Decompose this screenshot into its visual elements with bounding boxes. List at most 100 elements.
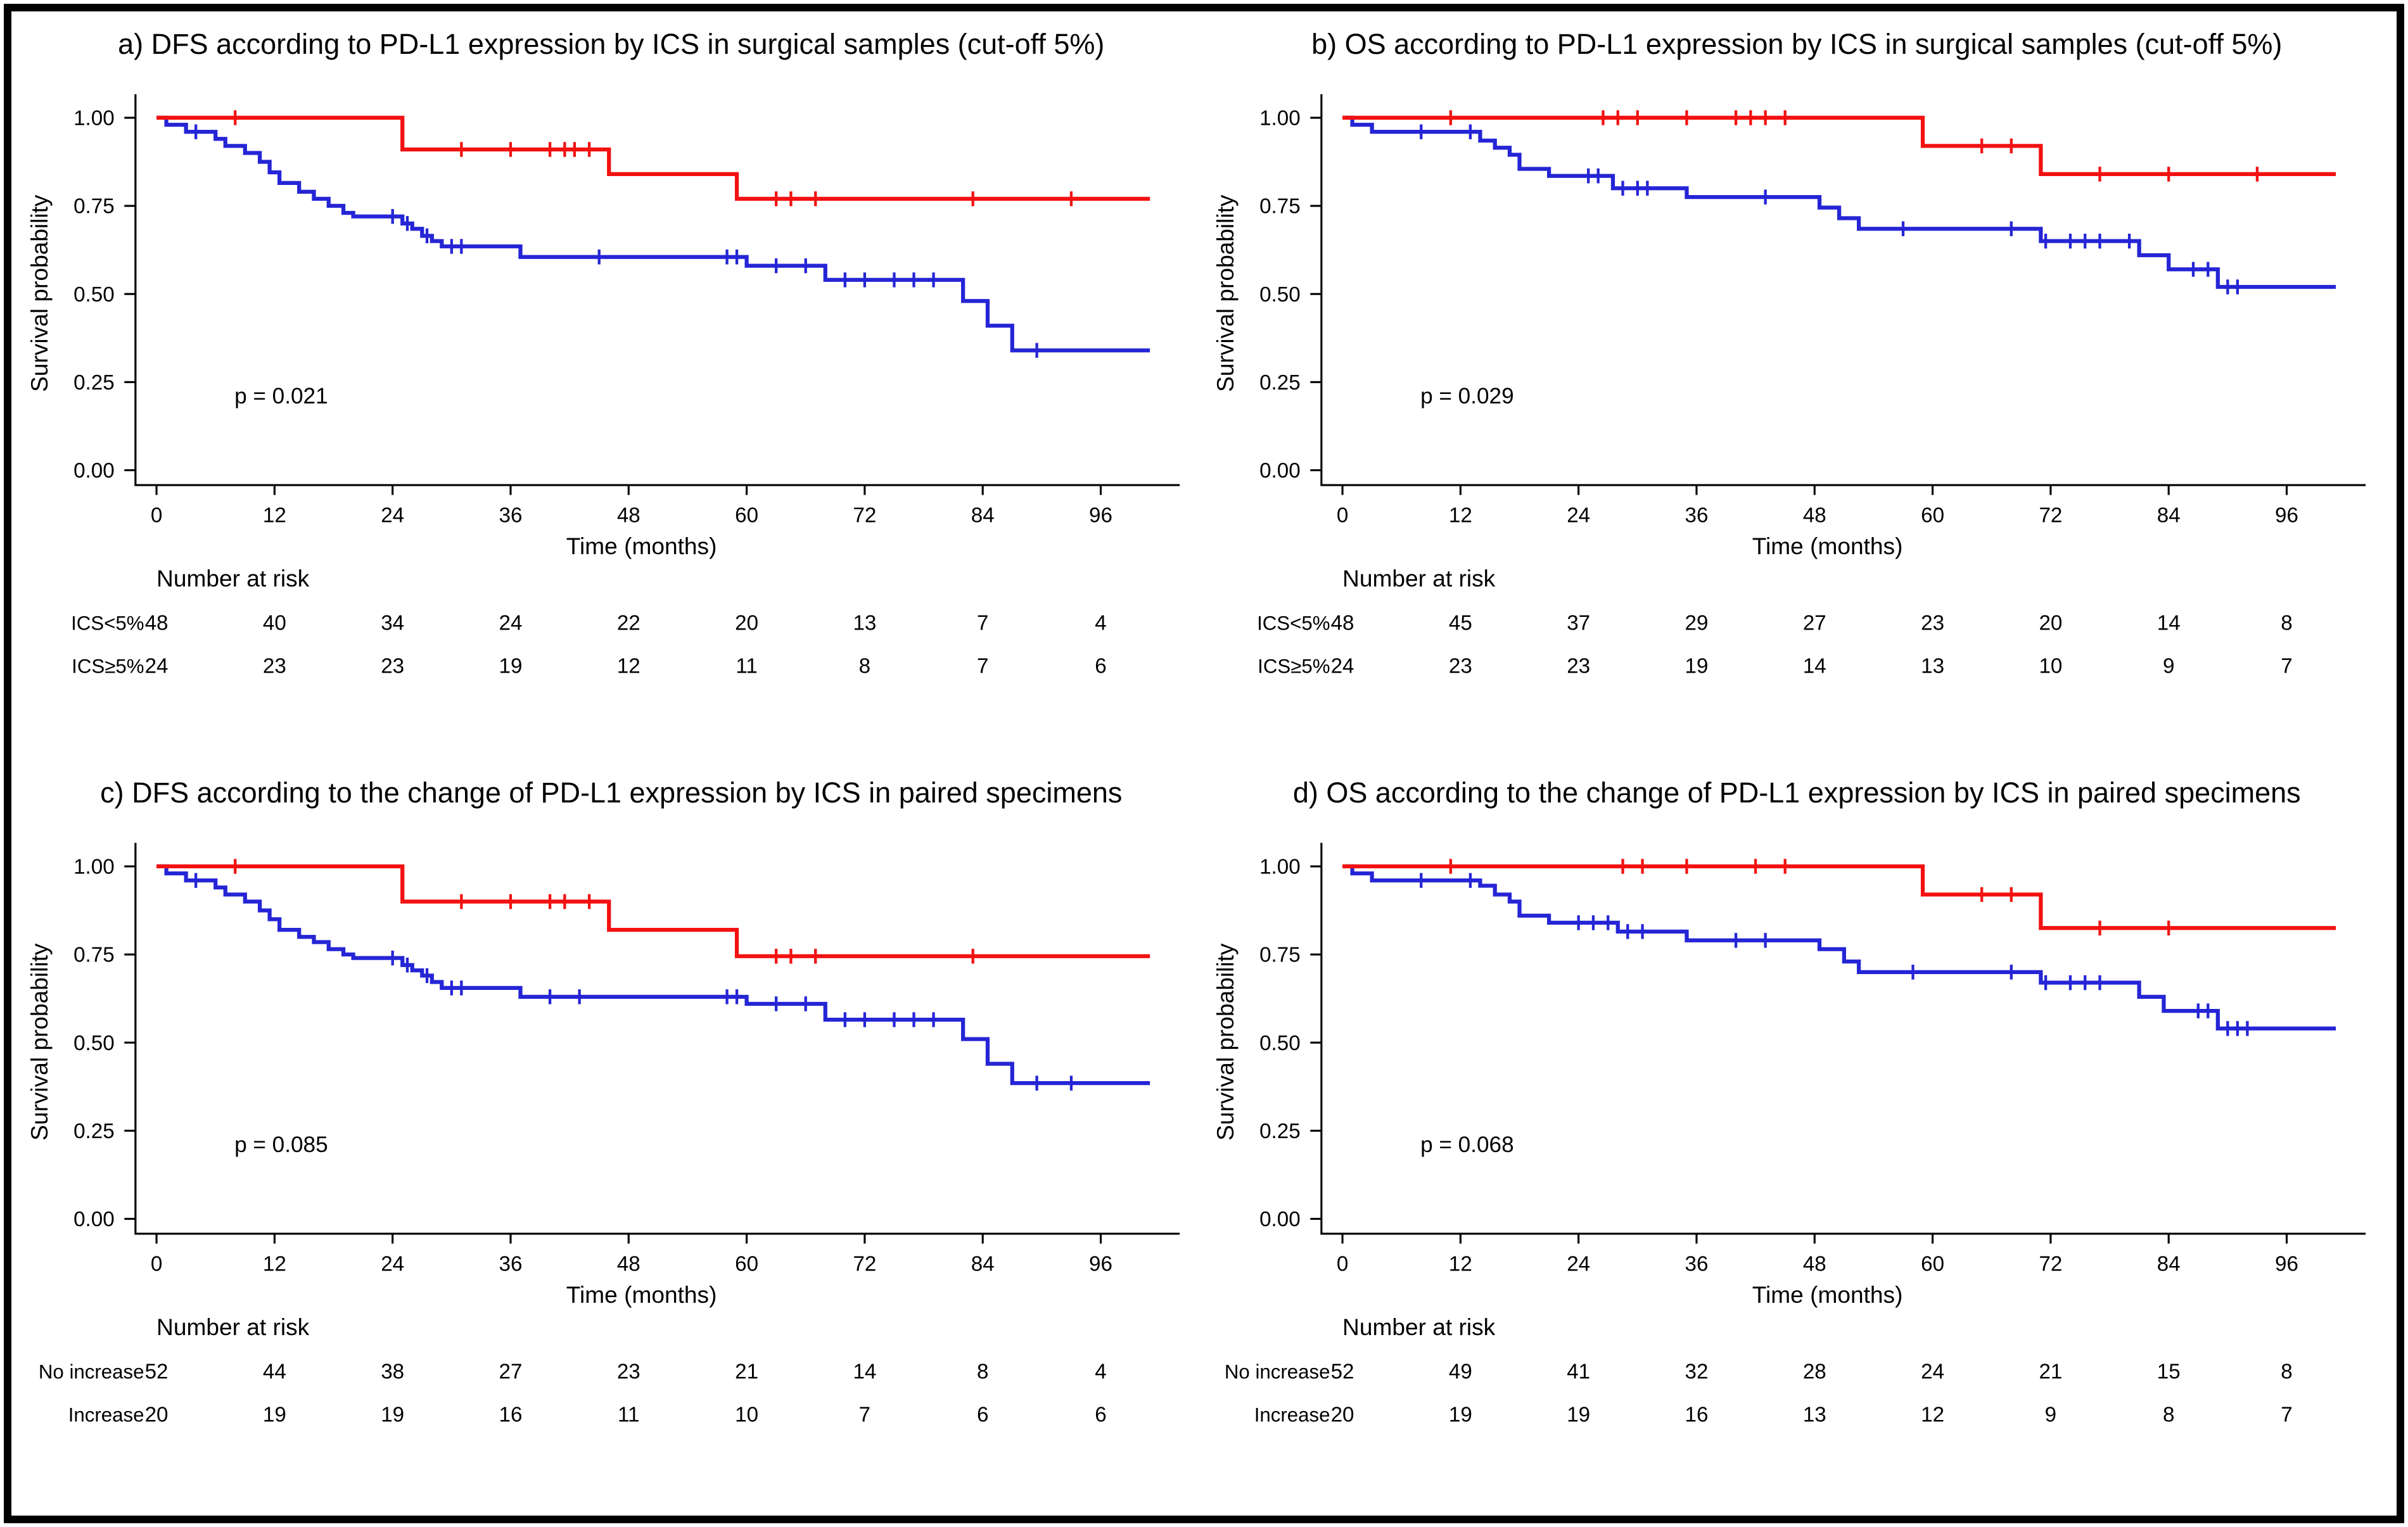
x-tick-label: 48 [1802, 1252, 1826, 1276]
p-value: p = 0.085 [234, 1132, 328, 1157]
risk-count: 7 [2281, 1403, 2292, 1426]
risk-count: 27 [499, 1360, 523, 1383]
risk-count: 23 [617, 1360, 640, 1383]
p-value: p = 0.068 [1420, 1132, 1514, 1157]
risk-count: 6 [1095, 655, 1106, 678]
risk-count: 9 [2162, 655, 2174, 678]
y-tick-label: 0.75 [1259, 943, 1301, 966]
risk-count: 8 [2162, 1403, 2174, 1426]
risk-count: 20 [2039, 611, 2062, 635]
x-tick-label: 24 [381, 1252, 404, 1276]
x-tick-label: 48 [1802, 504, 1826, 527]
risk-count: 48 [145, 611, 169, 635]
km-series-0 [156, 115, 1150, 358]
risk-table-header: Number at risk [156, 1314, 310, 1340]
risk-count: 24 [499, 611, 523, 635]
risk-count: 7 [977, 655, 988, 678]
risk-count: 38 [381, 1360, 404, 1383]
y-tick-label: 1.00 [1259, 855, 1301, 878]
y-tick-label: 1.00 [73, 107, 115, 130]
x-tick-label: 60 [735, 504, 758, 527]
y-axis-label: Survival probability [1213, 943, 1239, 1141]
risk-count: 19 [499, 655, 523, 678]
x-tick-label: 60 [1921, 504, 1944, 527]
risk-count: 40 [263, 611, 286, 635]
y-tick-label: 0.75 [1259, 195, 1301, 219]
risk-count: 9 [2044, 1403, 2056, 1426]
y-axis-label: Survival probability [27, 194, 53, 392]
y-tick-label: 0.00 [73, 1208, 115, 1231]
risk-row-label: ICS<5% [1257, 612, 1330, 634]
y-tick-label: 0.25 [73, 371, 115, 395]
risk-count: 13 [1921, 655, 1944, 678]
risk-count: 34 [381, 611, 404, 635]
risk-count: 23 [1921, 611, 1944, 635]
risk-count: 8 [977, 1360, 988, 1383]
risk-count: 15 [2156, 1360, 2180, 1383]
risk-count: 24 [1330, 655, 1354, 678]
x-tick-label: 60 [735, 1252, 758, 1276]
risk-count: 19 [381, 1403, 404, 1426]
km-plot-b: 1.00 0.75 0.50 0.25 0.00 0 12 24 36 48 60 72 84 96 Tim… [1213, 94, 2366, 678]
risk-count: 48 [1330, 611, 1354, 635]
x-tick-label: 96 [2275, 1252, 2298, 1276]
risk-count: 8 [2281, 611, 2292, 635]
axes: 1.00 0.75 0.50 0.25 0.00 0 12 24 36 48 60 72 84 96 Tim… [27, 842, 1180, 1308]
risk-count: 16 [499, 1403, 523, 1426]
km-series-1 [156, 858, 1150, 964]
x-axis-label: Time (months) [1752, 533, 1902, 559]
x-tick-label: 72 [853, 1252, 876, 1276]
x-tick-label: 24 [1567, 1252, 1590, 1276]
panel-d: d) OS according to the change of PD-L1 e… [1213, 766, 2382, 1512]
y-tick-label: 0.50 [1259, 1031, 1301, 1055]
axes: 1.00 0.75 0.50 0.25 0.00 0 12 24 36 48 60 72 84 96 Tim… [1213, 842, 2366, 1308]
risk-count: 20 [735, 611, 758, 635]
panel-a: a) DFS according to PD-L1 expression by … [27, 18, 1196, 764]
x-tick-label: 48 [617, 1252, 640, 1276]
panel-title: c) DFS according to the change of PD-L1 … [100, 776, 1123, 809]
km-curve [156, 115, 1150, 353]
y-tick-label: 0.50 [73, 283, 115, 307]
x-tick-label: 96 [1089, 504, 1112, 527]
x-tick-label: 36 [499, 1252, 523, 1276]
risk-row-label: No increase [1224, 1360, 1330, 1383]
x-tick-label: 0 [151, 1252, 162, 1276]
risk-count: 24 [1921, 1360, 1944, 1383]
x-tick-label: 60 [1921, 1252, 1944, 1276]
risk-count: 4 [1095, 1360, 1106, 1383]
risk-count: 23 [1448, 655, 1472, 678]
risk-count: 52 [1330, 1360, 1354, 1383]
risk-count: 23 [381, 655, 404, 678]
x-tick-label: 12 [1448, 1252, 1472, 1276]
risk-row-label: ICS<5% [71, 612, 144, 634]
km-series-1 [1342, 110, 2336, 182]
risk-count: 7 [2281, 655, 2292, 678]
x-tick-label: 12 [263, 504, 286, 527]
p-value: p = 0.021 [234, 384, 328, 409]
km-curve [156, 115, 1150, 201]
x-axis-label: Time (months) [1752, 1281, 1902, 1308]
panel-b: b) OS according to PD-L1 expression by I… [1213, 18, 2382, 764]
x-tick-label: 84 [2156, 504, 2180, 527]
risk-table: Number at risk ICS<5% 48 40 34 24 22 20 13 7 4 ICS≥… [71, 565, 1107, 678]
km-curve [1342, 864, 2336, 1030]
figure-frame: a) DFS according to PD-L1 expression by … [4, 4, 2404, 1523]
risk-count: 22 [617, 611, 640, 635]
risk-count: 24 [145, 655, 169, 678]
risk-count: 19 [1685, 655, 1708, 678]
risk-table: Number at risk No increase 52 44 38 27 23 21 14 8… [39, 1314, 1107, 1427]
y-tick-label: 1.00 [1259, 107, 1301, 130]
panel-c: c) DFS according to the change of PD-L1 … [27, 766, 1196, 1512]
km-series-0 [1342, 115, 2336, 295]
y-tick-label: 0.25 [1259, 1120, 1301, 1143]
km-curve [1342, 115, 2336, 289]
risk-count: 6 [977, 1403, 988, 1426]
km-series-1 [156, 110, 1150, 206]
panel-title: a) DFS according to PD-L1 expression by … [118, 28, 1105, 60]
y-tick-label: 0.50 [1259, 283, 1301, 307]
x-tick-label: 36 [1685, 504, 1708, 527]
risk-count: 19 [1448, 1403, 1472, 1426]
risk-count: 13 [1802, 1403, 1826, 1426]
risk-row-label: Increase [68, 1403, 144, 1426]
risk-row-label: ICS≥5% [1258, 656, 1330, 678]
